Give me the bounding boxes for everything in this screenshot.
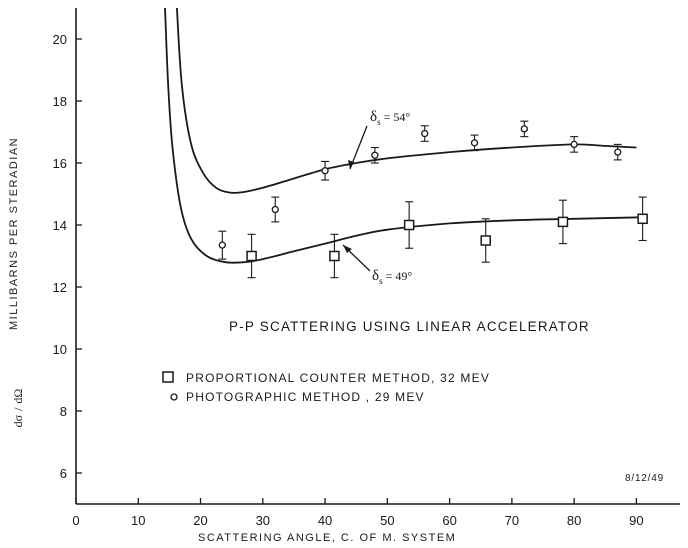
curve-arrowhead-49 <box>343 245 352 253</box>
data-point-square <box>557 216 569 228</box>
x-tick-label: 10 <box>131 513 145 528</box>
x-axis-label: SCATTERING ANGLE, C. OF M. SYSTEM <box>198 532 456 544</box>
legend-square-marker <box>162 371 174 383</box>
curve-delta-54 <box>176 7 637 194</box>
data-point-square <box>329 250 340 262</box>
chart-text: P-P SCATTERING USING LINEAR ACCELERATOR … <box>8 137 664 544</box>
y-axis-label: MILLIBARNS PER STERADIAN <box>8 137 20 330</box>
x-tick-label: 0 <box>72 513 79 528</box>
data-point-square <box>637 213 648 225</box>
data-point-square <box>480 235 491 246</box>
curve-delta-49 <box>164 7 643 264</box>
data-point-circle <box>421 129 429 138</box>
y-tick-label: 8 <box>60 404 67 419</box>
y-tick-label: 12 <box>53 280 67 295</box>
y-tick-label: 6 <box>60 466 67 481</box>
data-point-circle <box>520 125 528 133</box>
y-tick-label: 18 <box>53 94 67 109</box>
legend-circle-marker <box>170 393 178 401</box>
data-point-circle <box>371 151 379 159</box>
x-tick-label: 20 <box>193 513 207 528</box>
data-point-square <box>403 219 415 231</box>
curve-label-54: δs = 54° <box>370 109 410 127</box>
data-point-circle <box>570 140 578 149</box>
y-tick-label: 10 <box>53 342 67 357</box>
curve-arrowhead-54 <box>348 160 354 169</box>
data-point-circle <box>470 139 479 147</box>
fitted-curves <box>164 7 643 264</box>
x-tick-label: 40 <box>318 513 332 528</box>
curve-annotations: δs = 54° δs = 49° <box>342 109 412 286</box>
x-tick-label: 60 <box>442 513 456 528</box>
data-point-circle <box>614 148 622 156</box>
chart-title: P-P SCATTERING USING LINEAR ACCELERATOR <box>229 319 590 334</box>
y-tick-label: 16 <box>53 156 67 171</box>
legend-label-proportional: PROPORTIONAL COUNTER METHOD, 32 MEV <box>186 371 490 385</box>
legend: PROPORTIONAL COUNTER METHOD, 32 MEV PHOT… <box>162 371 490 404</box>
data-point-circle <box>271 205 279 214</box>
data-point-circle <box>218 241 226 249</box>
x-tick-label: 80 <box>567 513 581 528</box>
data-point-square <box>246 250 257 262</box>
x-tick-label: 50 <box>380 513 394 528</box>
data-point-circle <box>321 167 329 175</box>
x-tick-label: 90 <box>629 513 643 528</box>
date-stamp: 8/12/49 <box>625 473 664 484</box>
data-points <box>218 120 648 279</box>
x-tick-label: 70 <box>505 513 519 528</box>
y-tick-label: 20 <box>53 32 67 47</box>
curve-label-49: δs = 49° <box>372 268 412 286</box>
y-tick-label: 14 <box>53 218 67 233</box>
x-tick-label: 30 <box>256 513 270 528</box>
legend-label-photographic: PHOTOGRAPHIC METHOD , 29 MEV <box>186 390 425 404</box>
y-axis-symbol: dσ/dΩ <box>11 389 25 428</box>
axes: 0 10 20 30 40 50 60 70 80 90 6 8 10 12 14 16 18 20 <box>53 8 680 528</box>
